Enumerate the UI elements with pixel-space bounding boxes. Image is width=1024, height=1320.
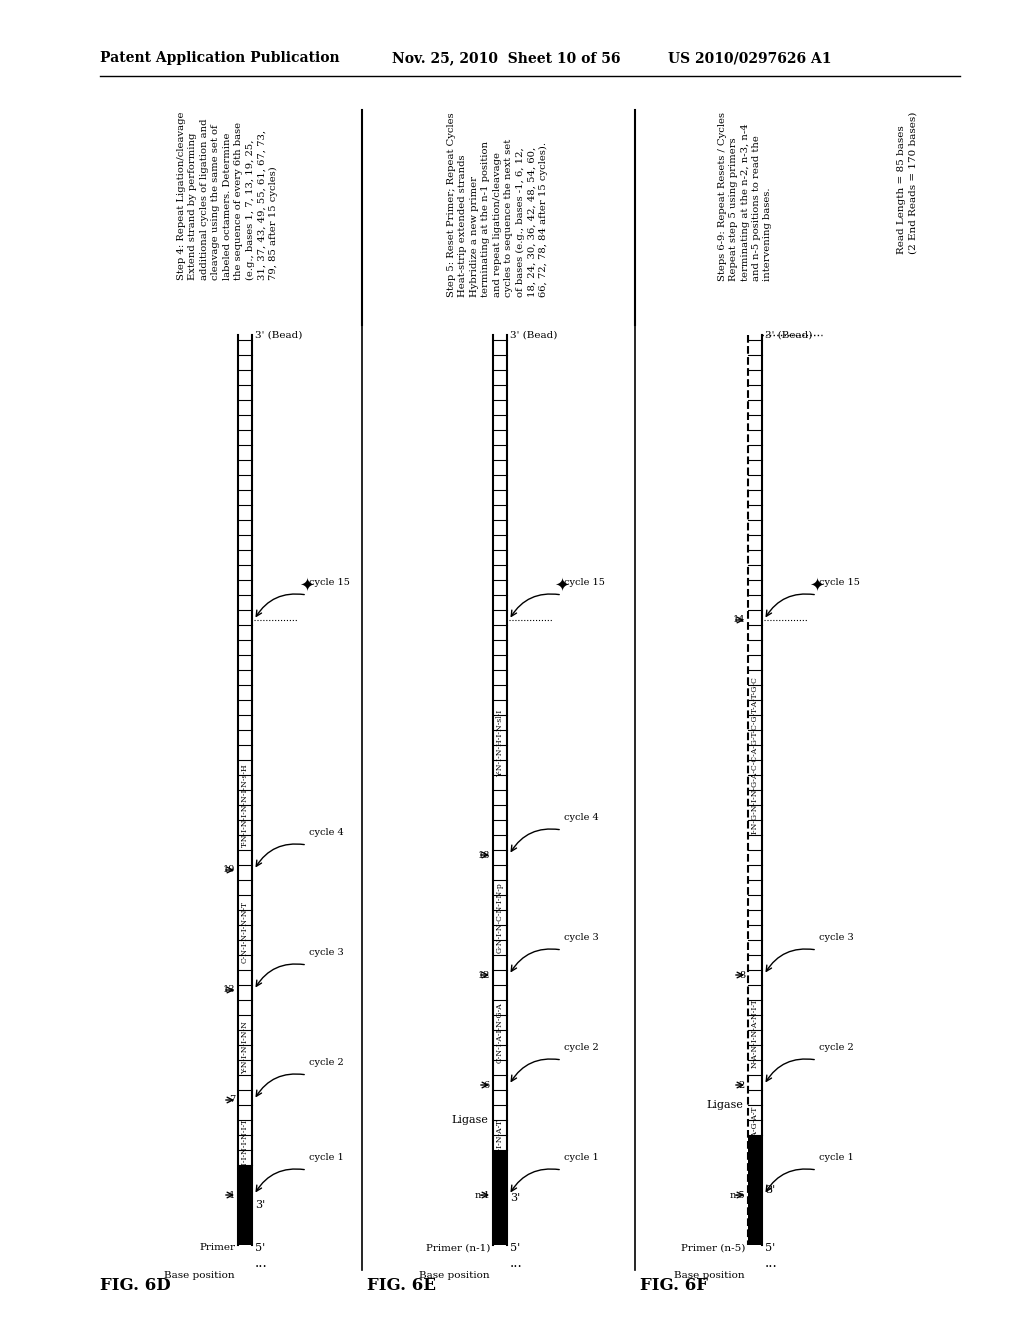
Text: 8: 8 xyxy=(739,970,745,979)
Text: 2: 2 xyxy=(738,1081,745,1089)
Text: Patent Application Publication: Patent Application Publication xyxy=(100,51,340,65)
Text: ...: ... xyxy=(255,1257,267,1270)
Bar xyxy=(493,1150,507,1245)
Text: 12: 12 xyxy=(477,970,490,979)
Text: ✦: ✦ xyxy=(299,578,314,597)
Text: 3' (Bead): 3' (Bead) xyxy=(765,330,812,339)
Text: cycle 15: cycle 15 xyxy=(564,578,605,587)
Text: cycle 3: cycle 3 xyxy=(309,948,344,957)
Text: cycle 2: cycle 2 xyxy=(819,1043,854,1052)
Text: n-5: n-5 xyxy=(729,1191,745,1200)
Text: 5': 5' xyxy=(765,1243,775,1253)
Text: Read Length = 85 bases
(2 End Reads = 170 bases): Read Length = 85 bases (2 End Reads = 17… xyxy=(897,112,918,255)
Text: Base position: Base position xyxy=(675,1270,745,1279)
Text: cycle 1: cycle 1 xyxy=(564,1152,599,1162)
Text: C-N-I-A-I-N-G-A: C-N-I-A-I-N-G-A xyxy=(496,1003,504,1064)
Text: cycle 3: cycle 3 xyxy=(819,933,854,942)
Text: Y-N-I-N-H-I-N-sl-I: Y-N-I-N-H-I-N-sl-I xyxy=(496,709,504,776)
Text: N-A-N-I-N-A-N-I-T: N-A-N-I-N-A-N-I-T xyxy=(751,998,759,1068)
Text: 3': 3' xyxy=(765,1185,775,1195)
Text: 5': 5' xyxy=(510,1243,520,1253)
Text: cycle 1: cycle 1 xyxy=(819,1152,854,1162)
Text: 19: 19 xyxy=(222,866,234,874)
Text: G-N-I-N-C-N-I-N-p: G-N-I-N-C-N-I-N-p xyxy=(496,883,504,953)
Text: cycle 2: cycle 2 xyxy=(309,1059,344,1067)
Text: cycle 2: cycle 2 xyxy=(564,1043,599,1052)
Text: ✦: ✦ xyxy=(809,578,824,597)
Bar xyxy=(238,1166,252,1245)
Text: Primer: Primer xyxy=(199,1243,234,1253)
Text: 18: 18 xyxy=(477,850,490,859)
Text: T-N-I-N-I-N-A-T: T-N-I-N-I-N-A-T xyxy=(496,1118,504,1177)
Text: Step 5: Reset Primer; Repeat Cycles
Heat-strip extended strands
Hybridize a new : Step 5: Reset Primer; Repeat Cycles Heat… xyxy=(447,112,548,297)
Text: 14: 14 xyxy=(732,615,745,624)
Text: cycle 15: cycle 15 xyxy=(819,578,860,587)
Text: ✦: ✦ xyxy=(554,578,569,597)
Text: cycle 4: cycle 4 xyxy=(564,813,599,822)
Text: Base position: Base position xyxy=(165,1270,234,1279)
Text: FIG. 6E: FIG. 6E xyxy=(367,1276,436,1294)
Text: 1: 1 xyxy=(228,1191,234,1200)
Text: cycle 4: cycle 4 xyxy=(309,828,344,837)
Text: 5': 5' xyxy=(255,1243,265,1253)
Text: C-N-I-N-I-N-N-T: C-N-I-N-I-N-N-T xyxy=(241,902,249,964)
Text: 3': 3' xyxy=(255,1200,265,1210)
Text: cycle 3: cycle 3 xyxy=(564,933,599,942)
Text: ...: ... xyxy=(510,1257,522,1270)
Text: cycle 15: cycle 15 xyxy=(309,578,350,587)
Text: FIG. 6D: FIG. 6D xyxy=(100,1276,171,1294)
Text: 13: 13 xyxy=(222,986,234,994)
Bar xyxy=(748,1135,762,1245)
Text: n-1: n-1 xyxy=(474,1191,490,1200)
Text: FIG. 6F: FIG. 6F xyxy=(640,1276,708,1294)
Text: 6: 6 xyxy=(484,1081,490,1089)
Text: Ligase: Ligase xyxy=(452,1115,488,1125)
Text: A-N-I-N-I-N-I-T: A-N-I-N-I-N-I-T xyxy=(241,1119,249,1177)
Text: ...: ... xyxy=(765,1257,778,1270)
Text: 3' (Bead): 3' (Bead) xyxy=(510,330,557,339)
Text: Y-N-I-N-I-N-N: Y-N-I-N-I-N-N xyxy=(241,1022,249,1074)
Text: I-N-G-N-I-N-G-A-C-C-A-G-T-C-G-T-A-T-G-C: I-N-G-N-I-N-G-A-C-C-A-G-T-C-G-T-A-T-G-C xyxy=(751,676,759,834)
Text: C-N-I-N-I-G-C-A-G-A-T: C-N-I-N-I-G-C-A-G-A-T xyxy=(751,1105,759,1191)
Text: US 2010/0297626 A1: US 2010/0297626 A1 xyxy=(668,51,831,65)
Text: Steps 6-9: Repeat Resets / Cycles
Repeat step 5 using primers
terminating at the: Steps 6-9: Repeat Resets / Cycles Repeat… xyxy=(718,112,772,281)
Text: Step 4: Repeat Ligation/cleavage
Extend strand by performing
additional cycles o: Step 4: Repeat Ligation/cleavage Extend … xyxy=(177,112,278,281)
Text: Primer (n-1): Primer (n-1) xyxy=(426,1243,490,1253)
Text: Primer (n-5): Primer (n-5) xyxy=(681,1243,745,1253)
Text: cycle 1: cycle 1 xyxy=(309,1152,344,1162)
Text: T-N-I-N-I-N-N-I-N-s-H: T-N-I-N-I-N-N-I-N-s-H xyxy=(241,763,249,847)
Text: Ligase: Ligase xyxy=(707,1100,743,1110)
Text: 3': 3' xyxy=(510,1193,520,1203)
Text: Nov. 25, 2010  Sheet 10 of 56: Nov. 25, 2010 Sheet 10 of 56 xyxy=(392,51,621,65)
Text: 7: 7 xyxy=(228,1096,234,1105)
Text: Base position: Base position xyxy=(420,1270,490,1279)
Text: 3' (Bead): 3' (Bead) xyxy=(255,330,302,339)
